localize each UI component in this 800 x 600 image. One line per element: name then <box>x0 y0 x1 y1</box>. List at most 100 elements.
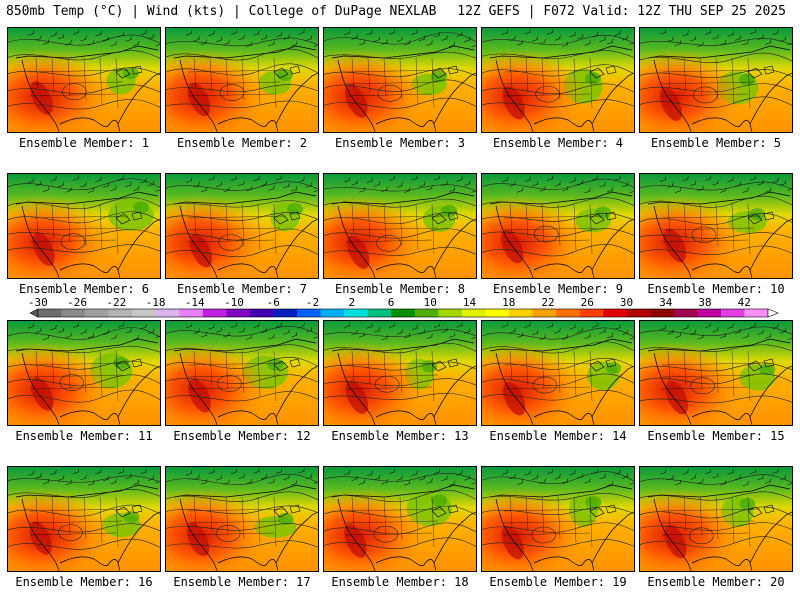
colorbar-swatch <box>202 309 227 317</box>
ensemble-map-panel <box>481 173 635 279</box>
map-title: 850mb Temp (°C) | Wind (kts) | College o… <box>6 4 437 19</box>
colorbar-tick-label: -22 <box>106 296 126 309</box>
ensemble-map-panel <box>165 173 319 279</box>
ensemble-member-label: Ensemble Member: 2 <box>176 136 308 150</box>
ensemble-map-panel <box>481 466 635 572</box>
colorbar-swatch <box>367 309 392 317</box>
colorbar-tick-label: 34 <box>659 296 673 309</box>
temperature-map <box>324 174 476 278</box>
ensemble-member-label: Ensemble Member: 5 <box>650 136 782 150</box>
ensemble-member-label: Ensemble Member: 12 <box>173 429 311 443</box>
colorbar-swatch <box>132 309 157 317</box>
ensemble-member-label: Ensemble Member: 11 <box>15 429 153 443</box>
ensemble-map-panel <box>639 466 793 572</box>
temperature-map <box>8 28 160 132</box>
ensemble-map-panel <box>7 27 161 133</box>
colorbar-tick-label: 42 <box>738 296 751 309</box>
ensemble-map-panel <box>165 27 319 133</box>
ensemble-member-label: Ensemble Member: 14 <box>489 429 627 443</box>
colorbar-swatch <box>485 309 510 317</box>
ensemble-member-label: Ensemble Member: 15 <box>647 429 785 443</box>
colorbar-swatch <box>556 309 580 317</box>
colorbar-swatch <box>603 309 628 317</box>
colorbar-tick-label: 6 <box>388 296 395 309</box>
colorbar-swatch <box>38 309 62 317</box>
colorbar-swatch <box>108 309 133 317</box>
ensemble-member-label: Ensemble Member: 6 <box>18 282 150 296</box>
colorbar-swatch <box>414 309 439 317</box>
temperature-map <box>166 321 318 425</box>
ensemble-map-panel <box>165 320 319 426</box>
ensemble-map-panel <box>323 320 477 426</box>
ensemble-map-panel <box>165 466 319 572</box>
temperature-map <box>324 28 476 132</box>
temperature-map <box>482 467 634 571</box>
temperature-map <box>640 28 792 132</box>
colorbar-tick-label: 38 <box>698 296 711 309</box>
ensemble-map-panel <box>7 173 161 279</box>
colorbar-swatch <box>179 309 204 317</box>
colorbar-tick-label: 10 <box>424 296 437 309</box>
colorbar-swatch <box>744 309 769 317</box>
temperature-map <box>640 467 792 571</box>
ensemble-member-label: Ensemble Member: 9 <box>492 282 624 296</box>
colorbar-swatch <box>297 309 321 317</box>
temperature-map <box>166 174 318 278</box>
ensemble-member-label: Ensemble Member: 3 <box>334 136 466 150</box>
colorbar-swatch <box>579 309 604 317</box>
colorbar-swatch <box>85 309 109 317</box>
ensemble-member-label: Ensemble Member: 10 <box>647 282 785 296</box>
ensemble-member-label: Ensemble Member: 13 <box>331 429 469 443</box>
ensemble-map-panel <box>481 320 635 426</box>
temperature-map <box>166 467 318 571</box>
temperature-map <box>482 174 634 278</box>
temperature-colorbar: -30 -26 -22 -18 -14 -10 -6 -2 2 6 10 14 18 22 26 30 34 38… <box>28 296 779 318</box>
temperature-map <box>640 321 792 425</box>
colorbar-swatch <box>697 309 722 317</box>
ensemble-map-panel <box>323 173 477 279</box>
ensemble-map-panel <box>639 27 793 133</box>
ensemble-member-label: Ensemble Member: 1 <box>18 136 150 150</box>
colorbar-tick-label: 30 <box>620 296 633 309</box>
ensemble-map-panel <box>7 466 161 572</box>
colorbar-swatch <box>438 309 463 317</box>
ensemble-member-label: Ensemble Member: 8 <box>334 282 466 296</box>
colorbar-high-arrow <box>767 308 779 318</box>
temperature-map <box>8 467 160 571</box>
ensemble-member-label: Ensemble Member: 16 <box>15 575 153 589</box>
ensemble-member-label: Ensemble Member: 7 <box>176 282 308 296</box>
colorbar-tick-label: -18 <box>146 296 166 309</box>
colorbar-tick-label: 18 <box>502 296 515 309</box>
temperature-map <box>8 321 160 425</box>
colorbar-tick-label: -30 <box>28 296 48 309</box>
temperature-map <box>482 321 634 425</box>
temperature-map <box>324 467 476 571</box>
temperature-map <box>324 321 476 425</box>
colorbar-swatch <box>650 309 675 317</box>
colorbar-swatch <box>273 309 298 317</box>
colorbar-tick-label: 14 <box>463 296 477 309</box>
ensemble-member-label: Ensemble Member: 4 <box>492 136 624 150</box>
temperature-map <box>8 174 160 278</box>
colorbar-tick-label: -10 <box>224 296 244 309</box>
colorbar-swatch <box>61 309 86 317</box>
colorbar-tick-label: 26 <box>581 296 594 309</box>
colorbar-tick-label: 22 <box>541 296 554 309</box>
colorbar-swatch <box>391 309 416 317</box>
colorbar-low-arrow <box>29 308 39 318</box>
colorbar-swatch <box>508 309 533 317</box>
colorbar-swatch <box>155 309 180 317</box>
colorbar-tick-label: -6 <box>267 296 280 309</box>
model-valid-time: 12Z GEFS | F072 Valid: 12Z THU SEP 25 20… <box>457 4 786 19</box>
ensemble-member-label: Ensemble Member: 17 <box>173 575 311 589</box>
colorbar-swatch <box>626 309 651 317</box>
ensemble-map-panel <box>7 320 161 426</box>
ensemble-member-label: Ensemble Member: 20 <box>647 575 785 589</box>
colorbar-swatch <box>249 309 274 317</box>
ensemble-map-panel <box>323 466 477 572</box>
ensemble-map-panel <box>481 27 635 133</box>
temperature-map <box>482 28 634 132</box>
temperature-map <box>166 28 318 132</box>
colorbar-swatch <box>720 309 745 317</box>
colorbar-swatch <box>226 309 251 317</box>
